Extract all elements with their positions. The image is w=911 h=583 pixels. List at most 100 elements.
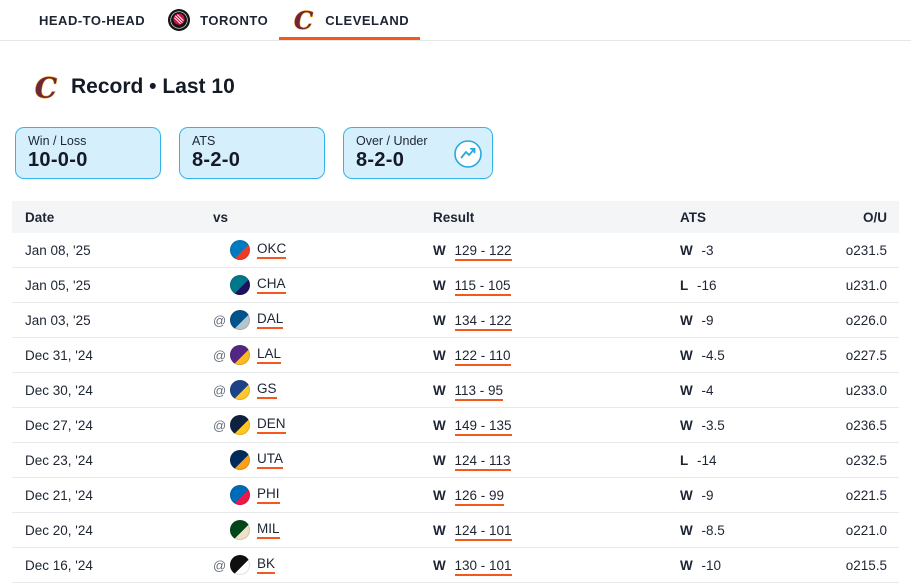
trend-up-icon[interactable] bbox=[454, 140, 482, 168]
col-header-result: Result bbox=[433, 209, 475, 225]
table-row: Jan 03, '25 @ DAL W 134 - 122 W -9 o226.… bbox=[12, 303, 899, 338]
score-link[interactable]: 134 - 122 bbox=[454, 312, 512, 331]
ats-win-loss: L bbox=[680, 277, 689, 293]
opponent-link[interactable]: LAL bbox=[257, 346, 282, 364]
result-cell: W 134 - 122 bbox=[420, 312, 665, 331]
ats-win-loss: W bbox=[680, 382, 693, 398]
opponent-link[interactable]: OKC bbox=[257, 241, 287, 259]
tab-head-to-head[interactable]: HEAD-TO-HEAD bbox=[28, 0, 156, 40]
page-title: Record • Last 10 bbox=[71, 75, 235, 98]
opponent-link[interactable]: PHI bbox=[257, 486, 280, 504]
ats-cell: L -14 bbox=[665, 453, 815, 468]
game-date: Jan 08, '25 bbox=[25, 242, 91, 258]
tab-cleveland[interactable]: C CLEVELAND bbox=[279, 0, 421, 40]
result-win-loss: W bbox=[433, 557, 446, 573]
table-row: Dec 31, '24 @ LAL W 122 - 110 W -4.5 o22… bbox=[12, 338, 899, 373]
score-link[interactable]: 129 - 122 bbox=[454, 242, 512, 261]
result-win-loss: W bbox=[433, 452, 446, 468]
score-link[interactable]: 113 - 95 bbox=[454, 382, 504, 401]
opponent-link[interactable]: DEN bbox=[257, 416, 286, 434]
opponent-link[interactable]: BK bbox=[257, 556, 276, 574]
team-logo-icon bbox=[230, 415, 250, 435]
result-win-loss: W bbox=[433, 242, 446, 258]
ats-cell: W -8.5 bbox=[665, 523, 815, 538]
team-logo-icon bbox=[230, 345, 250, 365]
ats-win-loss: W bbox=[680, 312, 693, 328]
result-win-loss: W bbox=[433, 417, 446, 433]
over-under-value: o221.5 bbox=[845, 487, 887, 503]
opponent-link[interactable]: CHA bbox=[257, 276, 286, 294]
away-indicator: @ bbox=[213, 382, 227, 398]
ats-win-loss: L bbox=[680, 452, 689, 468]
ats-win-loss: W bbox=[680, 417, 693, 433]
card-label: ATS bbox=[192, 134, 216, 148]
svg-text:C: C bbox=[35, 72, 58, 102]
table-header-row: Date vs Result ATS O/U bbox=[12, 201, 899, 233]
over-under-value: o236.5 bbox=[845, 417, 887, 433]
score-link[interactable]: 126 - 99 bbox=[454, 487, 505, 506]
score-link[interactable]: 115 - 105 bbox=[454, 277, 511, 296]
ats-win-loss: W bbox=[680, 522, 693, 538]
ats-win-loss: W bbox=[680, 242, 693, 258]
ats-spread: -4.5 bbox=[701, 347, 725, 363]
opponent-cell: UTA bbox=[195, 450, 420, 470]
result-win-loss: W bbox=[433, 312, 446, 328]
score-link[interactable]: 122 - 110 bbox=[454, 347, 511, 366]
team-logo-icon bbox=[230, 275, 250, 295]
opponent-link[interactable]: GS bbox=[257, 381, 277, 399]
team-logo-icon bbox=[230, 240, 250, 260]
team-logo-icon bbox=[230, 450, 250, 470]
ats-cell: W -9 bbox=[665, 488, 815, 503]
table-row: Dec 23, '24 UTA W 124 - 113 L -14 o232.5 bbox=[12, 443, 899, 478]
result-win-loss: W bbox=[433, 347, 446, 363]
result-cell: W 124 - 101 bbox=[420, 522, 665, 541]
ats-spread: -9 bbox=[701, 312, 714, 328]
away-indicator: @ bbox=[213, 557, 227, 573]
tab-label: HEAD-TO-HEAD bbox=[39, 12, 146, 28]
stat-cards: Win / Loss 10-0-0 ATS 8-2-0 Over / Under… bbox=[15, 127, 911, 179]
opponent-cell: @ BK bbox=[195, 555, 420, 575]
ats-spread: -3.5 bbox=[701, 417, 725, 433]
away-indicator: @ bbox=[213, 312, 227, 328]
score-link[interactable]: 124 - 101 bbox=[454, 522, 512, 541]
win-loss-card: Win / Loss 10-0-0 bbox=[15, 127, 161, 179]
table-row: Jan 08, '25 OKC W 129 - 122 W -3 o231.5 bbox=[12, 233, 899, 268]
table-body: Jan 08, '25 OKC W 129 - 122 W -3 o231.5 … bbox=[12, 233, 899, 583]
card-value: 8-2-0 bbox=[356, 149, 405, 171]
raptors-logo-icon bbox=[167, 8, 191, 32]
col-header-ou: O/U bbox=[862, 209, 887, 225]
result-cell: W 130 - 101 bbox=[420, 557, 665, 576]
col-header-date: Date bbox=[25, 209, 55, 225]
col-header-vs: vs bbox=[213, 209, 229, 225]
opponent-cell: MIL bbox=[195, 520, 420, 540]
card-label: Over / Under bbox=[356, 134, 428, 148]
table-row: Dec 16, '24 @ BK W 130 - 101 W -10 o215.… bbox=[12, 548, 899, 583]
ats-spread: -9 bbox=[701, 487, 714, 503]
score-link[interactable]: 149 - 135 bbox=[454, 417, 512, 436]
game-date: Dec 27, '24 bbox=[25, 417, 93, 433]
over-under-card: Over / Under 8-2-0 bbox=[343, 127, 493, 179]
game-date: Dec 31, '24 bbox=[25, 347, 93, 363]
opponent-link[interactable]: MIL bbox=[257, 521, 280, 539]
result-cell: W 124 - 113 bbox=[420, 452, 665, 471]
tab-toronto[interactable]: TORONTO bbox=[156, 0, 279, 40]
team-logo-icon bbox=[230, 555, 250, 575]
ats-win-loss: W bbox=[680, 557, 693, 573]
card-label: Win / Loss bbox=[28, 134, 87, 148]
score-link[interactable]: 130 - 101 bbox=[454, 557, 512, 576]
game-date: Dec 21, '24 bbox=[25, 487, 93, 503]
tab-label: TORONTO bbox=[200, 12, 269, 28]
ats-win-loss: W bbox=[680, 347, 693, 363]
ats-spread: -14 bbox=[697, 452, 717, 468]
section-header: C Record • Last 10 bbox=[30, 72, 911, 102]
table-row: Dec 20, '24 MIL W 124 - 101 W -8.5 o221.… bbox=[12, 513, 899, 548]
opponent-cell: @ DEN bbox=[195, 415, 420, 435]
over-under-value: o221.0 bbox=[845, 522, 887, 538]
col-header-ats: ATS bbox=[680, 209, 706, 225]
opponent-link[interactable]: UTA bbox=[257, 451, 283, 469]
score-link[interactable]: 124 - 113 bbox=[454, 452, 511, 471]
opponent-cell: OKC bbox=[195, 240, 420, 260]
opponent-link[interactable]: DAL bbox=[257, 311, 284, 329]
table-row: Dec 27, '24 @ DEN W 149 - 135 W -3.5 o23… bbox=[12, 408, 899, 443]
result-cell: W 122 - 110 bbox=[420, 347, 665, 366]
